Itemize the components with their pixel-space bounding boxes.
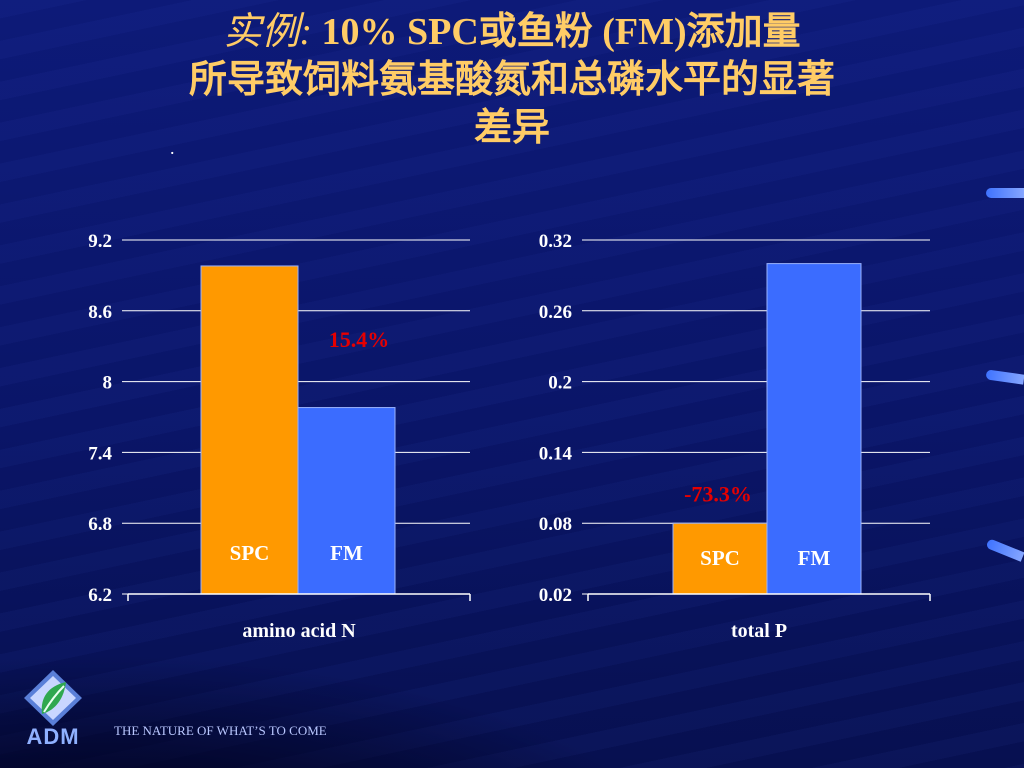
y-tick-label: 0.08 [539, 514, 572, 535]
amino-acid-n-chart-svg: 6.2 6.8 7.4 8 8.6 9.2 SPC FM amino acid N 15.4% [88, 231, 471, 642]
y-tick-label: 0.32 [539, 231, 572, 252]
edge-mark [986, 188, 1024, 198]
adm-logo: ADM [20, 668, 86, 749]
category-label: amino acid N [242, 620, 356, 642]
y-tick-label: 8 [103, 373, 113, 394]
total-p-chart: 0.02 0.08 0.14 0.2 0.26 0.32 SPC FM total P -73.3… [500, 220, 950, 650]
title-line-1-text: 10% SPC或鱼粉 (FM)添加量 [311, 11, 801, 53]
dot-mark: . [170, 138, 175, 158]
title-line-2: 所导致饲料氨基酸氮和总磷水平的显著 [188, 59, 835, 101]
edge-mark [985, 538, 1024, 562]
y-tick-label: 7.4 [88, 443, 112, 464]
y-tick-label: 0.02 [539, 585, 572, 606]
bar-label: FM [798, 546, 831, 570]
y-tick-label: 9.2 [88, 231, 112, 252]
bar-label: SPC [700, 546, 740, 570]
total-p-chart-svg: 0.02 0.08 0.14 0.2 0.26 0.32 SPC FM total P -73.3… [539, 231, 931, 642]
y-tick-label: 6.8 [88, 514, 112, 535]
category-label: total P [731, 620, 787, 642]
y-tick-label: 0.14 [539, 443, 573, 464]
title-line-3: 差异 [473, 107, 550, 149]
leaf-icon [24, 670, 82, 726]
tagline: THE NATURE OF WHAT’S TO COME [114, 723, 327, 738]
bar-label: FM [330, 541, 363, 565]
decorative-edge-marks [984, 0, 1024, 768]
edge-mark [985, 369, 1024, 385]
bar-fm [297, 407, 396, 595]
title-line-1: 实例: 10% SPC或鱼粉 (FM)添加量 [0, 8, 1024, 56]
title-lead: 实例: [223, 11, 312, 53]
bar-fm [766, 263, 862, 595]
difference-annotation: -73.3% [684, 482, 752, 507]
y-tick-label: 6.2 [88, 585, 112, 606]
y-tick-label: 0.2 [548, 373, 572, 394]
slide-title: 实例: 10% SPC或鱼粉 (FM)添加量 所导致饲料氨基酸氮和总磷水平的显著… [0, 8, 1024, 152]
y-tick-label: 0.26 [539, 302, 572, 323]
y-tick-label: 8.6 [88, 302, 112, 323]
logo-text: ADM [26, 724, 80, 749]
difference-annotation: 15.4% [329, 327, 390, 352]
amino-acid-n-chart: 6.2 6.8 7.4 8 8.6 9.2 SPC FM amino acid N 15.4% [40, 220, 490, 650]
bar-label: SPC [230, 541, 270, 565]
